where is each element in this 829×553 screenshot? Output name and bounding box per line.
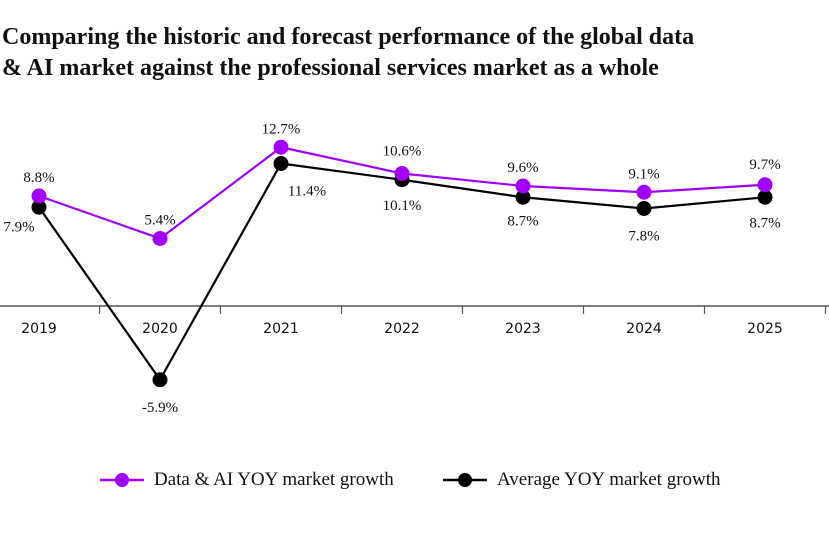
data-point-average-2023 bbox=[515, 189, 531, 205]
data-label-average-2019: 7.9% bbox=[3, 219, 34, 235]
data-point-average-2025 bbox=[757, 189, 773, 205]
data-point-average-2021 bbox=[273, 156, 289, 171]
chart-title-line-1: Comparing the historic and forecast perf… bbox=[2, 24, 695, 50]
x-axis: 2019 2020 2021 2022 2023 2024 2025 bbox=[0, 305, 829, 337]
legend-item-average: Average YOY market growth bbox=[443, 462, 721, 498]
data-point-data-ai-2021 bbox=[273, 139, 289, 155]
data-label-data-ai-2023: 9.6% bbox=[507, 160, 538, 176]
legend-label-data-ai: Data & AI YOY market growth bbox=[154, 469, 394, 490]
x-tick-label-2019: 2019 bbox=[21, 321, 57, 337]
x-tick-label-2025: 2025 bbox=[747, 321, 783, 337]
chart-title-line-2: & AI market against the professional ser… bbox=[2, 55, 659, 81]
data-point-average-2020 bbox=[152, 372, 168, 388]
x-tick-label-2021: 2021 bbox=[263, 321, 299, 337]
legend: Data & AI YOY market growth Average YOY … bbox=[0, 462, 829, 498]
data-point-average-2024 bbox=[636, 201, 652, 216]
data-label-data-ai-2021: 12.7% bbox=[262, 121, 301, 137]
data-label-data-ai-2024: 9.1% bbox=[628, 166, 659, 182]
data-label-data-ai-2019: 8.8% bbox=[23, 170, 54, 186]
data-label-average-2025: 8.7% bbox=[749, 215, 780, 231]
data-label-data-ai-2020: 5.4% bbox=[144, 213, 175, 229]
chart-title: Comparing the historic and forecast perf… bbox=[2, 22, 822, 84]
legend-marker-black bbox=[443, 473, 487, 487]
data-label-average-2022: 10.1% bbox=[383, 198, 422, 214]
legend-item-data-ai: Data & AI YOY market growth bbox=[100, 462, 394, 498]
data-point-data-ai-2020 bbox=[152, 231, 168, 246]
data-label-data-ai-2022: 10.6% bbox=[383, 144, 422, 160]
data-label-average-2021: 11.4% bbox=[288, 184, 326, 200]
data-point-data-ai-2024 bbox=[636, 184, 652, 200]
series-line-average bbox=[38, 162, 766, 381]
data-point-data-ai-2025 bbox=[757, 177, 773, 193]
data-label-average-2020: -5.9% bbox=[142, 400, 178, 416]
x-tick-label-2022: 2022 bbox=[384, 321, 420, 337]
data-label-average-2023: 8.7% bbox=[507, 213, 538, 229]
data-point-average-2019 bbox=[31, 199, 47, 215]
legend-label-average: Average YOY market growth bbox=[497, 469, 721, 490]
x-tick-label-2023: 2023 bbox=[505, 321, 541, 337]
data-point-data-ai-2019 bbox=[31, 188, 47, 204]
data-label-data-ai-2025: 9.7% bbox=[749, 157, 780, 173]
data-labels: 8.8% 5.4% 12.7% 10.6% 9.6% 9.1% 9.7% 7.9% -5.9% 1… bbox=[3, 121, 780, 416]
data-point-data-ai-2023 bbox=[515, 178, 531, 194]
x-tick-label-2024: 2024 bbox=[626, 321, 662, 337]
data-label-average-2024: 7.8% bbox=[628, 229, 659, 245]
data-point-data-ai-2022 bbox=[394, 166, 410, 181]
x-tick-label-2020: 2020 bbox=[142, 321, 178, 337]
series-points bbox=[31, 139, 773, 388]
legend-marker-purple bbox=[100, 473, 144, 487]
